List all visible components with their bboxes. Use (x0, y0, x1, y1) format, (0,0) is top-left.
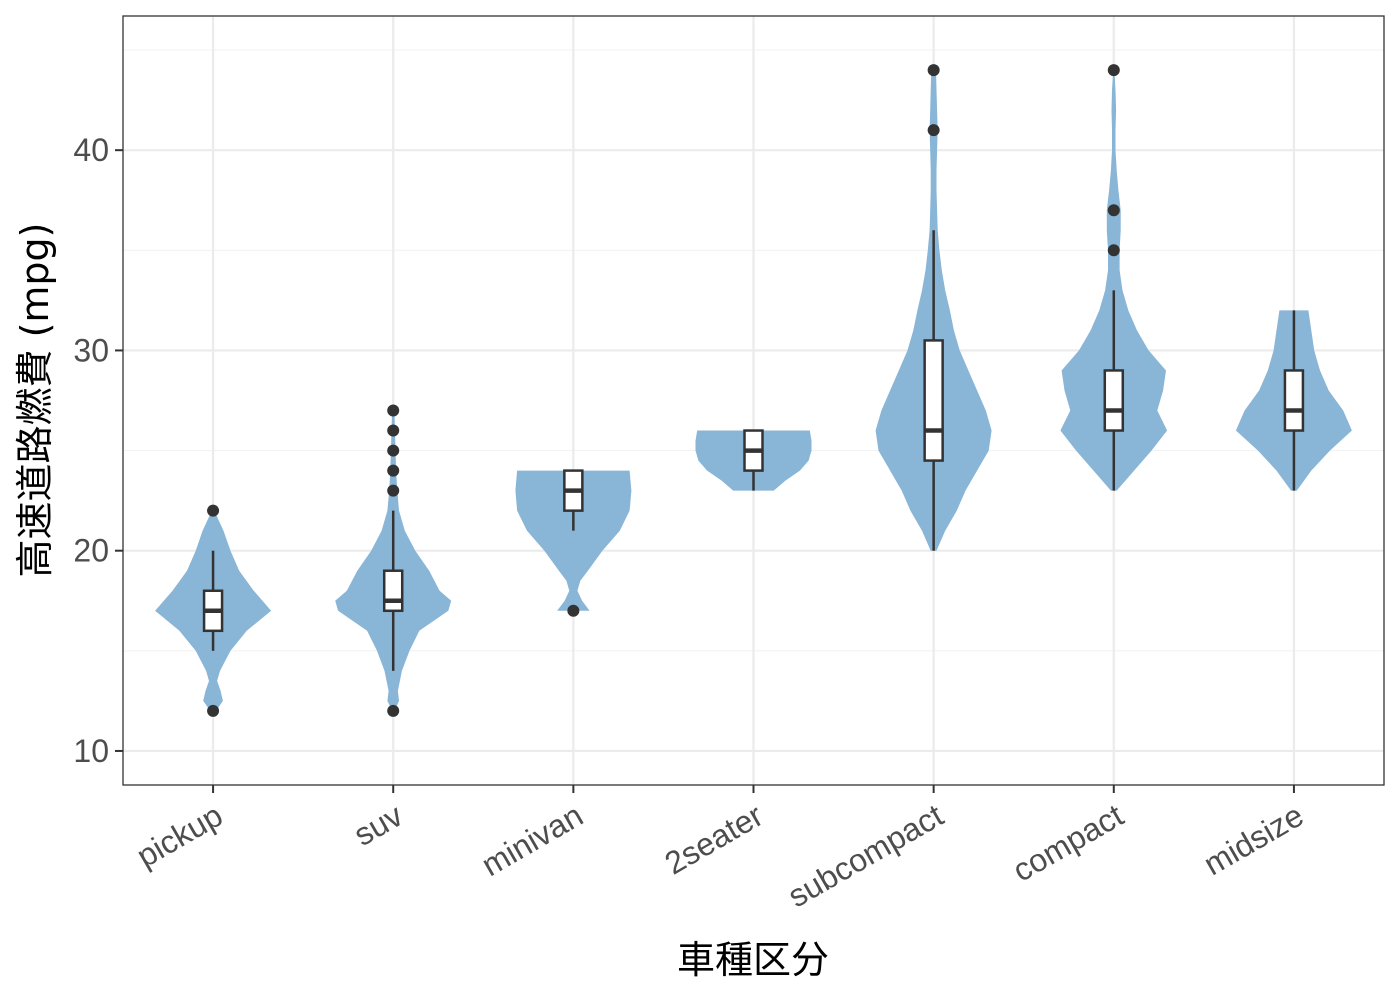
outlier-point-pickup (207, 504, 220, 517)
x-tick-label: minivan (475, 797, 588, 883)
grid-lines (123, 16, 1384, 785)
boxplot-layer (202, 230, 1305, 671)
x-tick-label: pickup (130, 797, 228, 874)
box-subcompact (923, 339, 944, 462)
outlier-point-suv (387, 444, 400, 457)
outlier-point-suv (387, 484, 400, 497)
violin-compact (1060, 70, 1168, 491)
outlier-point-subcompact (927, 64, 940, 77)
x-axis-title: 車種区分 (677, 938, 829, 982)
x-tick-label: compact (1007, 797, 1130, 889)
axes: 10 20 30 40 pickup suv minivan 2seater subcompac… (73, 132, 1309, 914)
outlier-point-suv (387, 704, 400, 717)
x-tick-label: subcompact (782, 797, 950, 914)
outlier-layer (207, 64, 1120, 717)
outlier-point-compact (1107, 204, 1120, 217)
outlier-point-minivan (567, 604, 580, 617)
outlier-point-compact (1107, 64, 1120, 77)
y-tick-label: 20 (73, 533, 109, 569)
y-axis-title: 高速道路燃費 (mpg) (13, 223, 57, 578)
x-tick-label: 2seater (659, 797, 770, 882)
box-compact (1103, 369, 1125, 432)
outlier-point-compact (1107, 244, 1120, 257)
violin-minivan (515, 470, 632, 611)
outlier-point-subcompact (927, 124, 940, 137)
outlier-point-suv (387, 404, 400, 417)
y-tick-label: 10 (73, 733, 109, 769)
box-midsize (1283, 369, 1305, 432)
y-tick-label: 40 (73, 132, 109, 168)
outlier-point-pickup (207, 704, 220, 717)
box-suv (382, 569, 404, 613)
x-tick-label: midsize (1197, 797, 1309, 882)
outlier-point-suv (387, 424, 400, 437)
outlier-point-suv (387, 464, 400, 477)
x-tick-label: suv (348, 797, 409, 853)
y-tick-label: 30 (73, 332, 109, 368)
